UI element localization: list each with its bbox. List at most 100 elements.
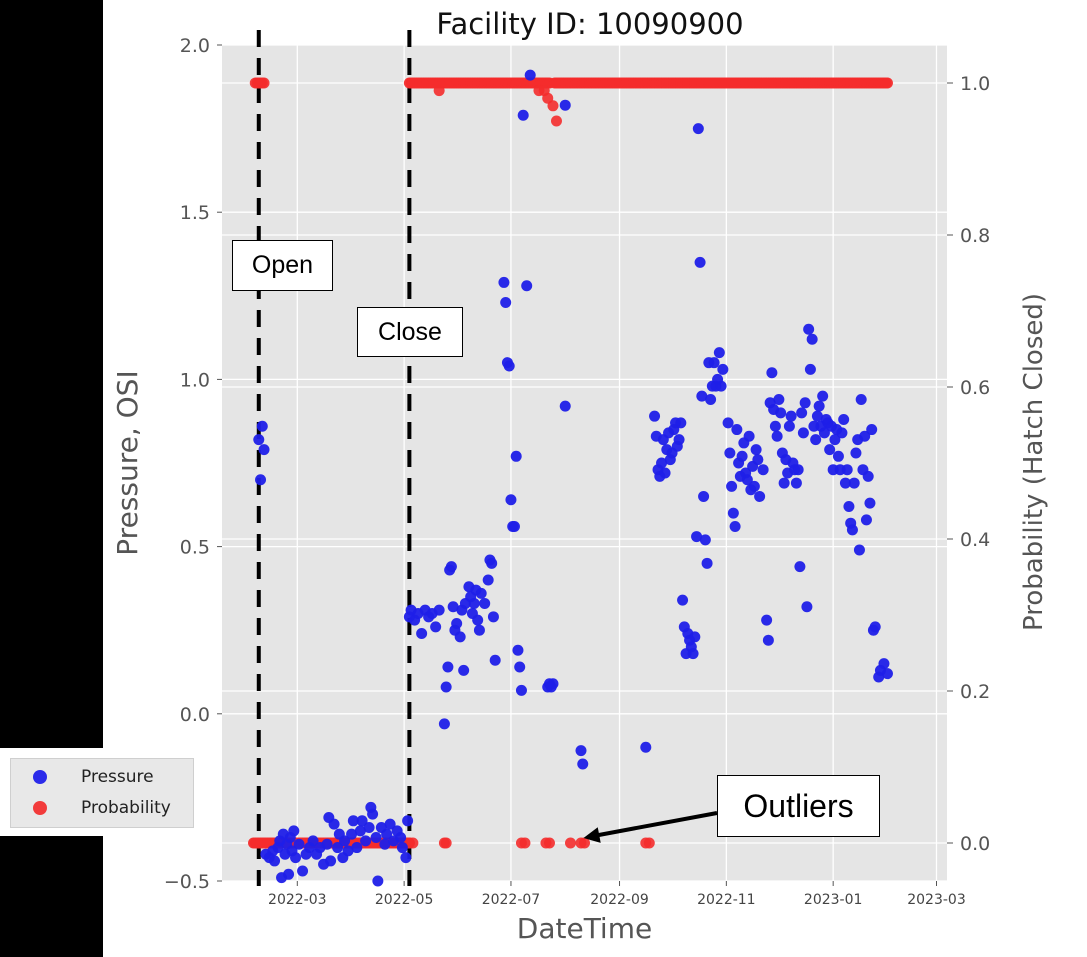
pressure-point [258,444,270,456]
y-tick-label: 0.5 [180,537,210,559]
pressure-point [346,828,358,840]
pressure-series [253,69,893,887]
x-tick-label: 2022-05 [375,892,434,908]
y2-tick-label: 0.8 [960,225,990,247]
x-tick-label: 2022-07 [482,892,541,908]
pressure-point [479,597,491,609]
pressure-point [559,400,571,412]
pressure-point [445,561,457,573]
pressure-point [859,430,871,442]
pressure-point [339,835,351,847]
pressure-point [256,420,268,432]
pressure-point [692,123,704,135]
probability-point [440,837,452,849]
pressure-point [396,842,408,854]
pressure-point [473,624,485,636]
annotation-open: Open [232,240,333,291]
x-tick-label: 2022-11 [697,892,756,908]
pressure-point [400,852,412,864]
pressure-point [472,614,484,626]
outliers-arrow [583,811,718,843]
pressure-point [659,467,671,479]
pressure-point [253,434,265,446]
pressure-point [547,678,559,690]
pressure-point [447,601,459,613]
pressure-point [521,280,533,292]
pressure-point [741,474,753,486]
pressure-point [379,838,391,850]
pressure-point [332,842,344,854]
pressure-point [577,758,589,770]
pressure-point [811,410,823,422]
pressure-point [347,815,359,827]
left-dark-band-top [0,0,103,748]
x-axis-label: DateTime [517,912,652,945]
pressure-point [677,594,689,606]
annotation-close: Close [357,307,463,357]
pressure-point [673,434,685,446]
pressure-point [698,490,710,502]
pressure-point [757,464,769,476]
pressure-point [293,838,305,850]
pressure-point [829,434,841,446]
pressure-point [862,470,874,482]
pressure-point [761,614,773,626]
pressure-point [866,424,878,436]
pressure-point [824,444,836,456]
pressure-point [803,323,815,335]
pressure-point [715,380,727,392]
pressure-point [818,427,830,439]
pressure-point [475,587,487,599]
pressure-point [283,868,295,880]
pressure-point [783,420,795,432]
y-tick-label: 1.0 [180,369,210,391]
pressure-point [778,477,790,489]
pressure-point [503,360,515,372]
legend-label-probability: Probability [81,798,171,818]
pressure-point [810,434,822,446]
y-tick-label: −0.5 [164,871,210,893]
pressure-point [360,835,372,847]
y-tick-label: 0.0 [180,704,210,726]
pressure-point [372,875,384,887]
pressure-point [512,644,524,656]
pressure-point [722,417,734,429]
y2-tick-label: 0.0 [960,833,990,855]
pressure-point [839,477,851,489]
pressure-point [288,825,300,837]
pressure-point [482,574,494,586]
pressure-point [832,450,844,462]
pressure-point [860,514,872,526]
pressure-point [451,618,463,630]
pressure-point [367,808,379,820]
pressure-point [307,835,319,847]
pressure-point [524,69,536,81]
probability-point [564,837,576,849]
pressure-point [498,276,510,288]
pressure-point [769,420,781,432]
pressure-point [454,631,466,643]
arrow-shaft [593,811,718,838]
y2-tick-label: 1.0 [960,73,990,95]
probability-point [579,837,590,849]
pressure-point [384,818,396,830]
axes: 2022-03 2022-05 2022-07 2022-09 2022-11 2023-… [164,35,990,908]
pressure-point [458,664,470,676]
pressure-dot-icon [33,770,47,784]
y-tick-label: 2.0 [180,35,210,57]
legend: Pressure Probability [10,758,194,828]
y2-axis-label: Probability (Hatch Closed) [1019,293,1049,631]
pressure-point [853,544,865,556]
pressure-point [687,648,699,660]
pressure-point [754,490,766,502]
pressure-point [766,367,778,379]
pressure-point [771,430,783,442]
x-tick-label: 2022-03 [268,892,327,908]
pressure-point [559,99,571,111]
legend-label-pressure: Pressure [81,767,154,787]
y2-tick-label: 0.4 [960,529,990,551]
pressure-point [727,507,739,519]
pressure-point [440,681,452,693]
probability-point [433,85,445,97]
